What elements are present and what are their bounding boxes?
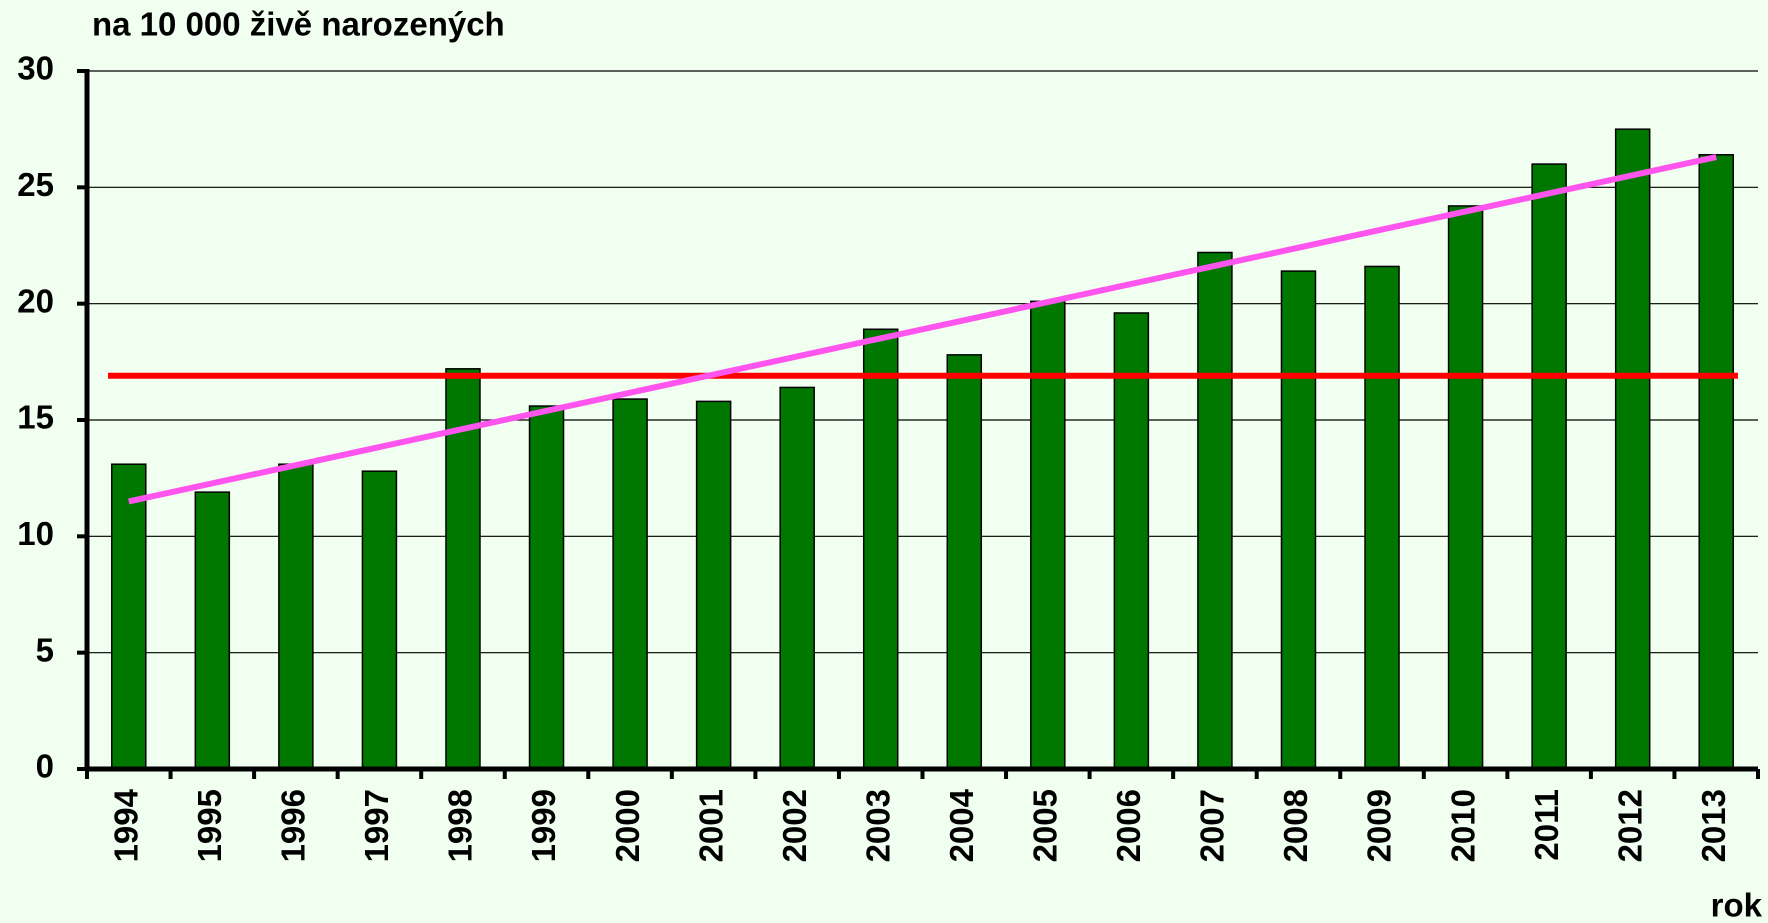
bar xyxy=(1030,300,1066,770)
y-tick-label: 5 xyxy=(36,631,54,668)
trend-line xyxy=(128,154,1717,505)
y-axis-label: na 10 000 živě narozených xyxy=(92,6,505,43)
bar xyxy=(1197,251,1233,770)
x-tick-label: 2001 xyxy=(692,789,729,862)
bar xyxy=(1447,205,1484,770)
x-tick-label: 2008 xyxy=(1277,789,1314,862)
x-tick-label: 2011 xyxy=(1528,789,1565,861)
bar xyxy=(695,400,732,770)
bar xyxy=(1364,265,1400,770)
x-tick-label: 2002 xyxy=(776,789,813,862)
bar xyxy=(278,463,314,770)
x-tick-label: 1994 xyxy=(107,788,144,862)
x-tick-label: 2005 xyxy=(1027,789,1064,862)
y-tick-label: 30 xyxy=(17,50,54,87)
bar xyxy=(779,386,815,770)
x-tick-label: 1998 xyxy=(442,789,479,862)
y-tick-label: 15 xyxy=(17,399,54,436)
x-axis-label: rok xyxy=(1711,887,1763,923)
x-tick-label: 2010 xyxy=(1444,789,1481,862)
x-tick-label: 1995 xyxy=(191,789,228,862)
x-tick-label: 2009 xyxy=(1361,789,1398,862)
bar xyxy=(194,491,231,770)
x-tick-label: 1997 xyxy=(358,789,395,862)
y-tick-label: 10 xyxy=(17,515,54,552)
x-tick-label: 2013 xyxy=(1695,789,1732,862)
x-tick-label: 2007 xyxy=(1194,789,1231,862)
bar xyxy=(946,354,983,770)
bar xyxy=(1698,154,1734,770)
x-tick-label: 1999 xyxy=(525,789,562,862)
y-tick-label: 25 xyxy=(17,166,54,203)
bar xyxy=(445,368,481,770)
bar xyxy=(612,398,648,770)
x-tick-label: 2012 xyxy=(1611,789,1648,862)
y-tick-label: 0 xyxy=(36,748,54,785)
x-tick-label: 2004 xyxy=(943,788,980,862)
bar xyxy=(528,405,565,770)
bar xyxy=(1280,270,1317,770)
x-tick-label: 2000 xyxy=(609,789,646,862)
x-tick-label: 2003 xyxy=(859,789,896,862)
y-tick-label: 20 xyxy=(17,282,54,319)
bar xyxy=(111,463,147,770)
bar xyxy=(361,470,398,770)
x-tick-label: 2006 xyxy=(1110,789,1147,862)
bar xyxy=(1614,128,1651,770)
bar xyxy=(862,328,899,770)
x-tick-label: 1996 xyxy=(275,789,312,862)
bar xyxy=(1531,163,1567,770)
bar xyxy=(1113,312,1150,770)
